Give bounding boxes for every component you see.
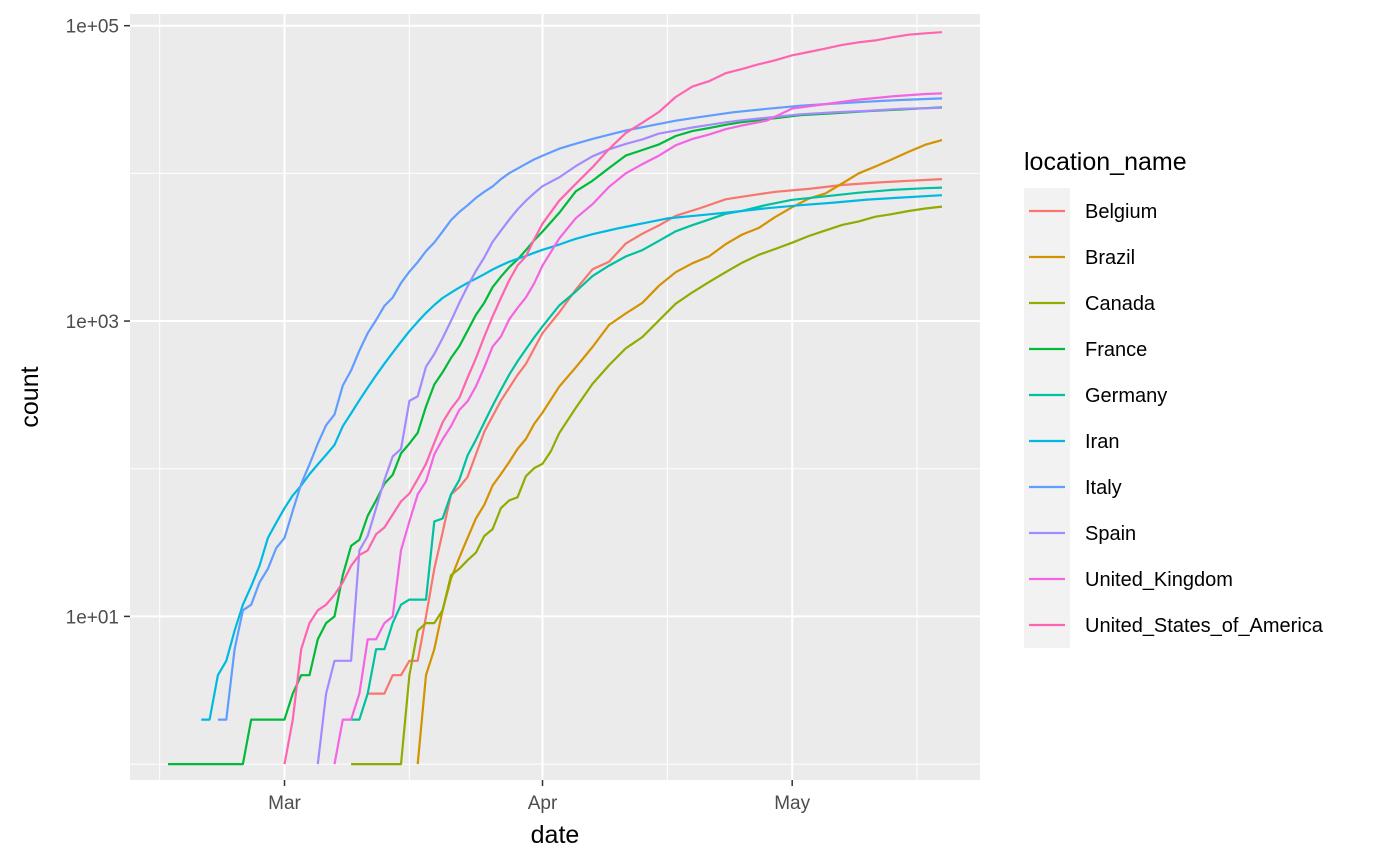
plot-panel — [130, 14, 980, 780]
series-lines — [168, 31, 943, 766]
legend-label: Brazil — [1085, 247, 1135, 269]
y-tick-label: 1e+05 — [66, 17, 119, 38]
legend-label: Iran — [1085, 431, 1119, 453]
major-gridlines — [130, 14, 980, 780]
y-tick-labels: 1e+01 1e+03 1e+05 — [66, 17, 119, 629]
legend-label: Italy — [1085, 477, 1122, 499]
legend-label: Canada — [1085, 293, 1156, 315]
y-tick-label: 1e+03 — [66, 312, 119, 333]
legend-label: Spain — [1085, 523, 1136, 545]
legend-label: United_Kingdom — [1085, 569, 1233, 591]
series-line-canada — [351, 205, 943, 766]
x-tick-label: Mar — [268, 793, 301, 814]
legend: location_name Belgium Brazil Canada France G… — [1024, 148, 1324, 648]
legend-label: France — [1085, 339, 1147, 361]
y-tick-label: 1e+01 — [66, 607, 119, 628]
series-line-iran — [201, 194, 943, 721]
series-line-united-kingdom — [333, 92, 943, 765]
x-tick-label: Apr — [528, 793, 558, 814]
y-axis-title: count — [16, 366, 44, 427]
legend-key-background — [1024, 188, 1070, 648]
legend-label: United_States_of_America — [1085, 615, 1324, 637]
legend-label: Germany — [1085, 385, 1167, 407]
minor-gridlines — [130, 14, 980, 780]
series-line-united-states-of-america — [283, 31, 943, 765]
x-axis-title: date — [531, 821, 580, 849]
series-line-brazil — [416, 139, 943, 765]
series-line-belgium — [367, 178, 943, 695]
x-tick-label: May — [774, 793, 810, 814]
legend-items: Belgium Brazil Canada France Germany Iran Ital… — [1029, 201, 1324, 637]
legend-title: location_name — [1024, 148, 1187, 176]
legend-label: Belgium — [1085, 201, 1157, 223]
series-line-italy — [217, 97, 943, 721]
series-line-france — [168, 106, 943, 766]
x-tick-labels: Mar Apr May — [268, 793, 810, 814]
axis-ticks — [124, 24, 793, 786]
series-line-spain — [316, 106, 943, 765]
